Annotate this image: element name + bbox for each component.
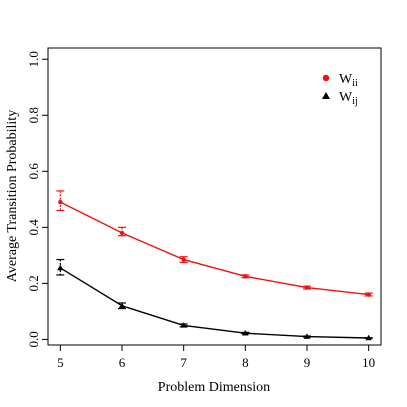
y-axis: 0.0 0.2 0.4 0.6 0.8 1.0 xyxy=(26,51,48,348)
series-line xyxy=(60,201,369,296)
y-tick-label: 0.8 xyxy=(26,107,41,123)
plot-frame xyxy=(47,47,382,346)
x-axis-title: Problem Dimension xyxy=(158,380,270,395)
legend-label-ii: Wii xyxy=(339,72,358,89)
data-point xyxy=(58,199,63,205)
series-ij xyxy=(56,258,373,341)
series-ii xyxy=(56,190,373,297)
data-point xyxy=(303,333,311,339)
x-tick-label: 7 xyxy=(180,355,187,370)
data-point xyxy=(243,274,248,279)
legend-label-ij: Wij xyxy=(339,90,358,107)
x-tick-label: 5 xyxy=(57,355,64,370)
x-tick-label: 10 xyxy=(362,355,375,370)
series-layer xyxy=(56,190,373,341)
x-tick-label: 8 xyxy=(242,355,249,370)
data-point xyxy=(365,334,372,341)
y-axis-title: Average Transition Probability xyxy=(5,110,20,282)
y-tick-label: 0.4 xyxy=(26,219,41,236)
y-tick-label: 0.6 xyxy=(26,163,41,180)
data-point xyxy=(366,292,371,297)
legend-marker-ii xyxy=(322,74,330,82)
legend-marker-ij xyxy=(322,92,330,99)
x-tick-label: 6 xyxy=(119,355,126,370)
data-point xyxy=(242,330,249,336)
data-point xyxy=(119,230,125,236)
data-point xyxy=(180,322,187,328)
data-point xyxy=(304,285,310,290)
data-point xyxy=(118,302,126,309)
data-point xyxy=(57,264,64,271)
data-point xyxy=(181,257,186,262)
y-tick-label: 1.0 xyxy=(26,51,41,67)
x-tick-label: 9 xyxy=(304,355,311,370)
series-line xyxy=(59,267,369,339)
y-tick-label: 0.2 xyxy=(26,275,41,291)
x-axis: 5 6 7 8 9 10 xyxy=(57,345,375,370)
y-tick-label: 0.0 xyxy=(26,331,41,347)
